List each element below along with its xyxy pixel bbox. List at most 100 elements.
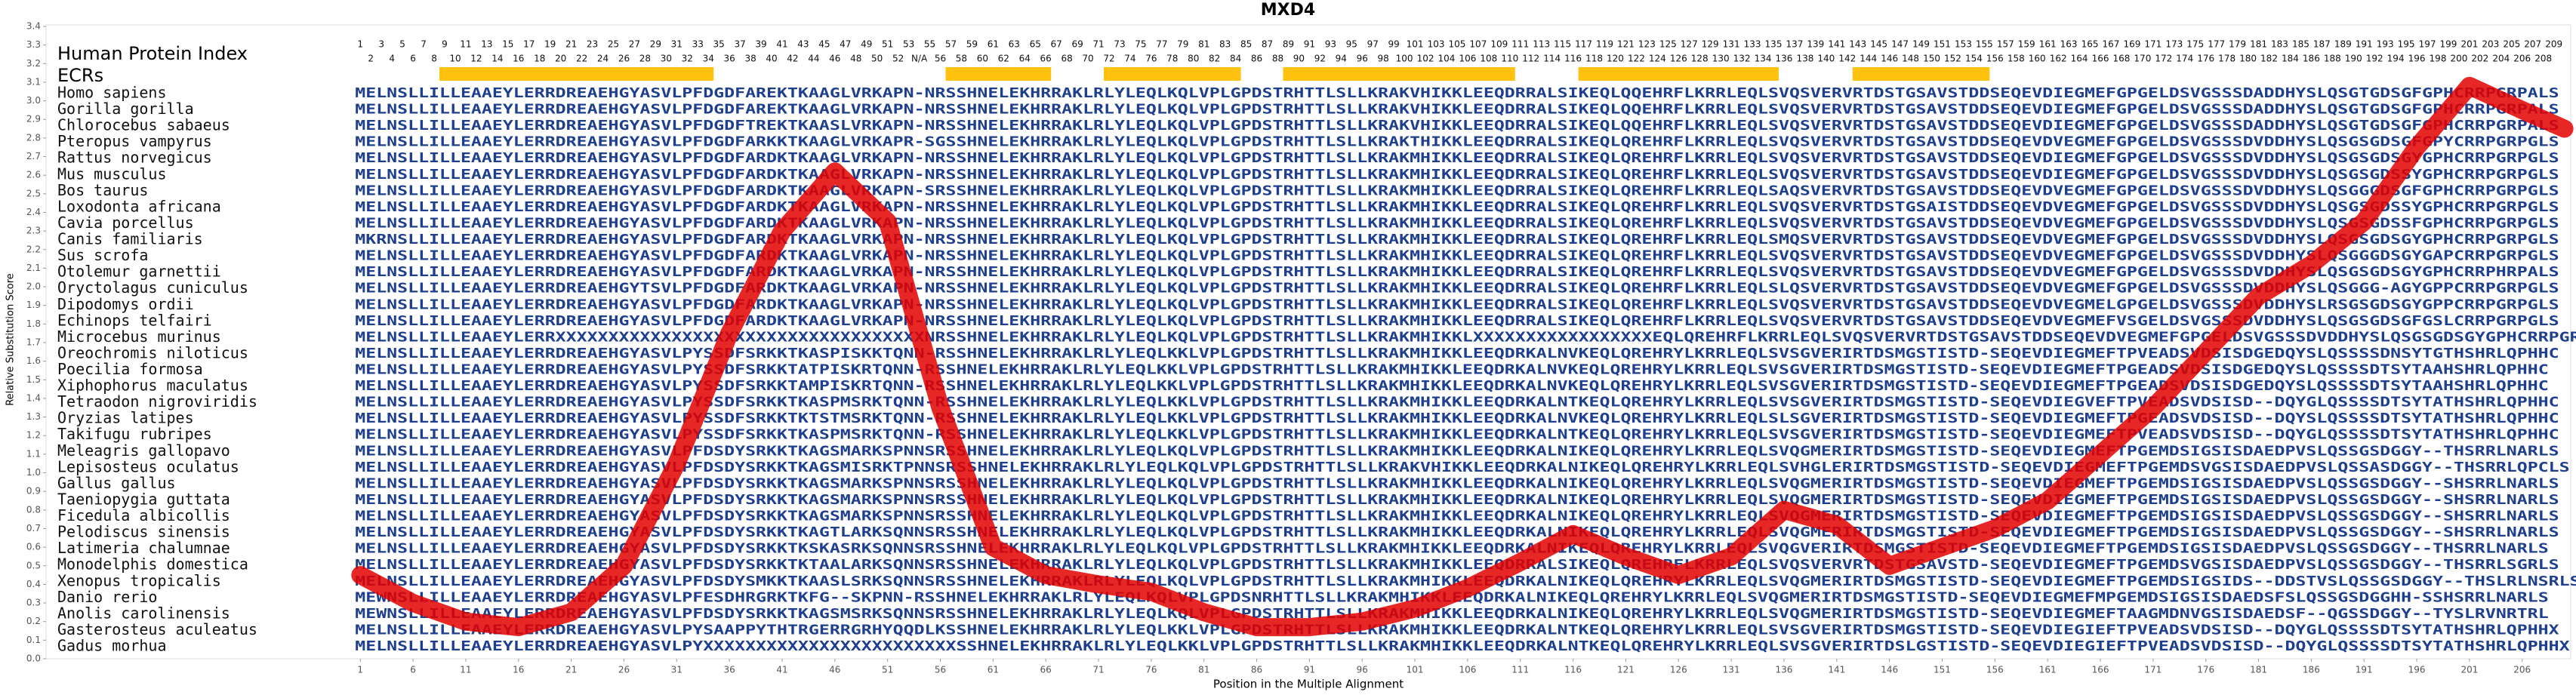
index-number: 170 — [2134, 54, 2151, 64]
index-number: 146 — [1881, 54, 1898, 64]
index-number: 105 — [1448, 39, 1465, 50]
index-number: 27 — [629, 39, 640, 50]
index-number: 77 — [1156, 39, 1167, 50]
index-number: 12 — [470, 54, 482, 64]
index-number: 22 — [576, 54, 587, 64]
index-number: 70 — [1082, 54, 1093, 64]
index-number: 36 — [724, 54, 735, 64]
species-name: Meleagris gallopavo — [57, 441, 230, 460]
index-number: 48 — [850, 54, 861, 64]
x-tick-label: 101 — [1407, 665, 1424, 675]
species-name: Danio rerio — [57, 588, 157, 606]
chart-title: MXD4 — [1261, 1, 1315, 20]
index-number: 153 — [1955, 39, 1972, 50]
index-number: 180 — [2239, 54, 2257, 64]
index-number: 175 — [2186, 39, 2204, 50]
y-tick-label: 0.9 — [26, 486, 41, 497]
index-number: 160 — [2029, 54, 2046, 64]
x-tick-label: 96 — [1357, 665, 1368, 675]
index-number: 124 — [1649, 54, 1666, 64]
index-number: 157 — [1997, 39, 2014, 50]
ecr-label: ECRs — [57, 65, 103, 86]
index-number: 76 — [1145, 54, 1157, 64]
index-number: 6 — [410, 54, 416, 64]
index-number: 120 — [1607, 54, 1624, 64]
index-number: 73 — [1114, 39, 1125, 50]
x-tick-label: 16 — [513, 665, 524, 675]
species-name: Sus scrofa — [57, 246, 148, 264]
index-number: 155 — [1976, 39, 1993, 50]
index-number: 207 — [2524, 39, 2541, 50]
sequence: MELNSLLILLEAAEYLERRDREAEHGYASVLPFDSDYSRK… — [355, 460, 2569, 475]
index-number: 72 — [1103, 54, 1114, 64]
index-number: 186 — [2303, 54, 2320, 64]
y-tick-label: 3.1 — [26, 76, 41, 87]
index-number: 53 — [903, 39, 914, 50]
species-name: Monodelphis domestica — [57, 555, 248, 573]
species-name: Dipodomys ordii — [57, 295, 194, 313]
index-number: 144 — [1860, 54, 1877, 64]
ecr-bar — [1578, 67, 1779, 81]
species-name: Xiphophorus maculatus — [57, 377, 248, 395]
x-tick-label: 1 — [357, 665, 363, 675]
x-tick-label: 86 — [1251, 665, 1262, 675]
index-number: 103 — [1428, 39, 1445, 50]
index-number: 162 — [2050, 54, 2067, 64]
index-number: 147 — [1891, 39, 1909, 50]
index-number: 26 — [618, 54, 630, 64]
index-number: 100 — [1396, 54, 1413, 64]
index-number: 119 — [1596, 39, 1613, 50]
index-number: 97 — [1367, 39, 1379, 50]
y-tick-label: 2.7 — [26, 151, 41, 161]
sequence: MELNSLLILLEAAEYLERRDREAEHGYASVLPFDGDFARE… — [355, 85, 2559, 101]
index-number: 17 — [523, 39, 535, 50]
y-tick-label: 1.9 — [26, 300, 41, 310]
index-number: 150 — [1923, 54, 1940, 64]
species-name: Mus musculus — [57, 165, 167, 183]
index-number: 68 — [1061, 54, 1072, 64]
y-tick-label: 0.8 — [26, 504, 41, 515]
sequence: MELNSLLILLEAAEYLERRDREAEHGYASVLPYXXXXXXX… — [355, 638, 2570, 654]
index-number: 88 — [1272, 54, 1283, 64]
sequence: MELNSLLILLEAAEYLERRDREAEHGYASVLPFDGDFARD… — [355, 199, 2559, 215]
index-number: 42 — [787, 54, 798, 64]
index-number: 205 — [2503, 39, 2520, 50]
index-number: 69 — [1071, 39, 1083, 50]
index-number: 193 — [2377, 39, 2394, 50]
x-tick-label: 116 — [1564, 665, 1582, 675]
sequence: MELNSLLILLEAAEYLERRDREAEHGYASVLPYSSDFSRK… — [355, 346, 2559, 361]
index-number: 10 — [449, 54, 461, 64]
index-number: 137 — [1786, 39, 1803, 50]
index-number: 81 — [1198, 39, 1209, 50]
sequence: MELNSLLILLEAAEYLERRDREAEHGYASVLPFDSDYSRK… — [355, 541, 2548, 557]
index-number: 75 — [1135, 39, 1146, 50]
plot-frame — [45, 24, 2571, 660]
index-number: 32 — [682, 54, 693, 64]
index-number: 190 — [2345, 54, 2362, 64]
index-number: 152 — [1944, 54, 1961, 64]
index-number: 185 — [2292, 39, 2309, 50]
index-number: 126 — [1670, 54, 1687, 64]
species-name: Ficedula albicollis — [57, 506, 230, 524]
index-number: 18 — [534, 54, 545, 64]
index-number: 127 — [1681, 39, 1698, 50]
index-number: 82 — [1209, 54, 1220, 64]
y-axis-label: Relative Substitution Score — [5, 273, 17, 406]
y-tick-label: 2.2 — [26, 244, 41, 254]
index-number: 43 — [797, 39, 809, 50]
x-tick-label: 121 — [1617, 665, 1635, 675]
sequence: MELNSLLILLEAAEYLERRDREAEHGYASVLPYSSDFSRK… — [355, 427, 2559, 443]
x-tick-label: 176 — [2197, 665, 2214, 675]
species-name: Rattus norvegicus — [57, 149, 212, 167]
index-number: 89 — [1283, 39, 1294, 50]
x-tick-label: 186 — [2303, 665, 2320, 675]
index-number: 173 — [2165, 39, 2183, 50]
sequence: MELNSLLILLEAAEYLERRDREAEHGYASVLPFDGDFARD… — [355, 264, 2559, 280]
index-number: 118 — [1585, 54, 1603, 64]
index-number: 31 — [671, 39, 683, 50]
index-number: 200 — [2450, 54, 2467, 64]
index-number: 5 — [399, 39, 405, 50]
index-number: 202 — [2471, 54, 2488, 64]
species-name: Loxodonta africana — [57, 197, 221, 215]
index-number: 110 — [1501, 54, 1518, 64]
